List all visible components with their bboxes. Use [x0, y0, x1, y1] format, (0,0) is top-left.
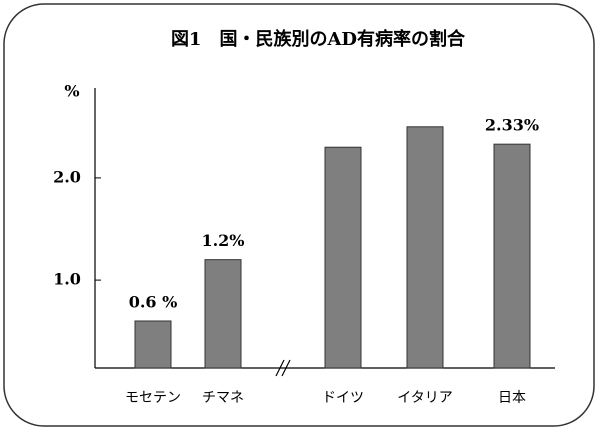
frame [3, 3, 595, 427]
axis-break [275, 359, 291, 377]
value-label: 1.2% [201, 231, 244, 250]
y-axis-label: % [64, 82, 79, 101]
bar [493, 143, 531, 369]
bar [204, 259, 242, 369]
y-tick-label: 1.0 [53, 270, 81, 289]
x-tick-label: ドイツ [322, 390, 364, 406]
bar [324, 146, 362, 369]
chart-title: 図1 国・民族別のAD有病率の割合 [171, 28, 466, 50]
x-tick-label: 日本 [498, 390, 526, 406]
value-label: 0.6 % [129, 292, 178, 311]
bar [406, 126, 444, 369]
x-tick-label: モセテン [125, 390, 181, 406]
x-tick-label: チマネ [202, 390, 244, 406]
bar [134, 320, 172, 369]
y-tick-label: 2.0 [53, 167, 81, 186]
value-label: 2.33% [485, 116, 539, 135]
x-tick-label: イタリア [397, 390, 452, 406]
